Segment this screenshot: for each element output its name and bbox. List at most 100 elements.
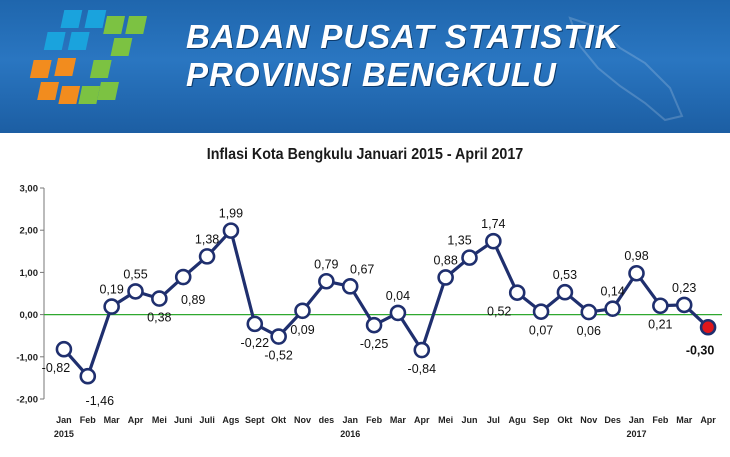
y-tick-label: 2,00	[20, 226, 39, 237]
data-point	[55, 340, 73, 358]
data-label: 0,38	[147, 311, 171, 325]
data-label: 0,89	[181, 293, 205, 307]
data-label: 0,09	[290, 323, 314, 337]
logo-square-6	[110, 38, 133, 56]
x-tick-label: Mar	[104, 415, 121, 425]
data-label: 1,74	[481, 217, 505, 231]
data-point	[580, 303, 598, 321]
data-point	[79, 367, 97, 385]
data-point	[246, 315, 264, 333]
y-tick-label: -2,00	[16, 395, 38, 406]
x-tick-label: Jan	[342, 415, 358, 425]
data-label: 1,35	[447, 234, 471, 248]
x-tick-label: Des	[604, 415, 621, 425]
x-tick-label: Okt	[271, 415, 286, 425]
data-label: 0,06	[577, 324, 601, 338]
data-label: 0,23	[672, 281, 696, 295]
header-title-line1: BADAN PUSAT STATISTIK	[186, 18, 620, 55]
data-label: -0,30	[686, 343, 715, 357]
data-label: 0,21	[648, 318, 672, 332]
data-point	[222, 222, 240, 239]
data-label: -0,25	[360, 337, 389, 351]
x-tick-label: Apr	[700, 415, 716, 425]
data-point	[437, 269, 454, 286]
y-tick-label: -1,00	[16, 352, 38, 363]
x-year-label: 2017	[626, 429, 646, 439]
x-tick-label: Feb	[80, 415, 97, 425]
x-tick-label: Mei	[152, 415, 167, 425]
data-label: 0,98	[624, 249, 648, 263]
x-year-label: 2015	[54, 429, 74, 439]
data-point	[198, 248, 216, 265]
y-tick-label: 1,00	[20, 268, 39, 279]
data-label: 0,07	[529, 324, 553, 338]
bps-logo	[29, 10, 148, 104]
data-point	[365, 316, 383, 334]
logo-square-13	[97, 82, 119, 100]
data-point	[604, 300, 621, 317]
y-tick-label: 0,00	[20, 310, 39, 321]
data-point	[699, 318, 717, 336]
logo-square-1	[84, 10, 107, 28]
data-point	[270, 328, 287, 345]
logo-square-11	[58, 86, 81, 104]
x-tick-label: Nov	[294, 415, 311, 425]
data-label: -0,22	[241, 336, 270, 350]
data-label: 0,67	[350, 262, 374, 276]
data-label: -0,84	[408, 362, 437, 376]
logo-square-3	[67, 32, 90, 50]
chart-area: 3,00 2,00 1,00 0,00 -1,00 -2,00 Jan Feb Mar Apr Me…	[0, 175, 730, 457]
logo-square-4	[103, 16, 126, 34]
data-point	[675, 296, 693, 314]
data-point	[532, 303, 550, 320]
x-tick-label: Feb	[652, 415, 669, 425]
data-point	[485, 232, 502, 250]
data-point	[294, 302, 311, 320]
header-title-line2: PROVINSI BENGKULU	[186, 56, 557, 93]
data-point	[461, 249, 478, 266]
data-point	[556, 283, 574, 301]
x-tick-label: Juli	[199, 415, 215, 425]
data-point	[389, 304, 407, 322]
data-point	[127, 283, 144, 300]
x-tick-label: Nov	[580, 415, 597, 425]
data-label: -0,82	[42, 361, 71, 375]
data-label: -1,46	[86, 394, 115, 408]
series-line	[62, 228, 710, 378]
data-label: 0,52	[487, 305, 511, 319]
data-label: 0,53	[553, 268, 577, 282]
data-label: 0,88	[433, 253, 457, 267]
x-tick-label: Jul	[487, 415, 500, 425]
logo-square-12	[78, 86, 101, 104]
data-point	[508, 284, 526, 301]
y-tick-label: 3,00	[20, 184, 39, 195]
data-point	[151, 290, 168, 307]
x-tick-label: Apr	[414, 415, 430, 425]
header-banner: BADAN PUSAT STATISTIK PROVINSI BENGKULU	[0, 0, 730, 133]
data-point	[413, 341, 431, 359]
x-tick-label: Ags	[222, 415, 239, 425]
x-tick-label: Mar	[390, 415, 407, 425]
data-label: 0,79	[314, 257, 338, 271]
chart-title: Inflasi Kota Bengkulu Januari 2015 - Apr…	[206, 146, 524, 163]
logo-square-5	[125, 16, 148, 34]
data-label: 0,55	[123, 267, 147, 281]
data-label: 0,19	[99, 283, 123, 297]
x-tick-label: Mar	[676, 415, 693, 425]
data-label: 1,38	[195, 232, 219, 246]
data-point	[341, 278, 359, 295]
x-tick-label: Apr	[128, 415, 144, 425]
logo-square-0	[60, 10, 83, 28]
data-point	[628, 264, 645, 282]
data-label: 1,99	[219, 207, 243, 221]
x-tick-label: Okt	[557, 415, 572, 425]
data-label: -0,52	[264, 349, 293, 363]
x-tick-label: Jan	[629, 415, 645, 425]
x-tick-label: Jun	[461, 415, 477, 425]
x-tick-label: Feb	[366, 415, 383, 425]
x-tick-label: Agu	[508, 415, 526, 425]
data-label: 0,04	[386, 289, 410, 303]
logo-square-10	[37, 82, 59, 100]
x-tick-label: Juni	[174, 415, 193, 425]
x-tick-label: Mei	[438, 415, 453, 425]
